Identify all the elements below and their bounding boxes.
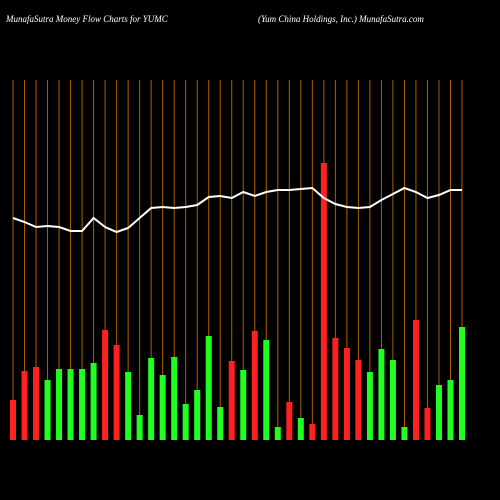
bar xyxy=(251,331,258,440)
bar xyxy=(378,349,385,440)
bar xyxy=(320,163,327,440)
bar xyxy=(459,327,465,440)
bar xyxy=(136,415,143,440)
bar xyxy=(274,427,281,440)
bar xyxy=(217,407,224,440)
bar xyxy=(389,360,396,440)
bar xyxy=(171,357,178,440)
bar xyxy=(113,345,120,440)
bar xyxy=(424,408,431,440)
bar xyxy=(182,404,189,440)
bar xyxy=(205,336,212,440)
bar xyxy=(447,380,454,440)
bar xyxy=(297,418,304,440)
bar xyxy=(343,348,350,440)
bar xyxy=(263,340,270,440)
bar xyxy=(240,370,247,440)
bar xyxy=(435,385,442,440)
bar xyxy=(228,361,235,440)
bar xyxy=(309,424,316,440)
bar xyxy=(10,400,16,440)
bar xyxy=(56,369,63,440)
bar xyxy=(21,371,28,440)
bar xyxy=(67,369,74,440)
bar xyxy=(332,338,339,440)
bar xyxy=(401,427,408,440)
bar xyxy=(148,358,155,440)
bar xyxy=(286,402,293,440)
money-flow-line xyxy=(12,186,462,234)
bar xyxy=(355,360,362,440)
bar xyxy=(159,375,166,440)
bar xyxy=(194,390,201,440)
bar xyxy=(102,330,109,440)
bar xyxy=(33,367,40,440)
bar xyxy=(366,372,373,440)
bar xyxy=(44,380,51,440)
bar xyxy=(79,369,86,440)
chart-title: MunafaSutra Money Flow Charts for YUMC xyxy=(5,14,169,24)
chart-subtitle: (Yum China Holdings, Inc.) MunafaSutra.c… xyxy=(258,14,424,24)
bar xyxy=(412,320,419,440)
bar xyxy=(125,372,132,440)
bar xyxy=(90,363,97,440)
